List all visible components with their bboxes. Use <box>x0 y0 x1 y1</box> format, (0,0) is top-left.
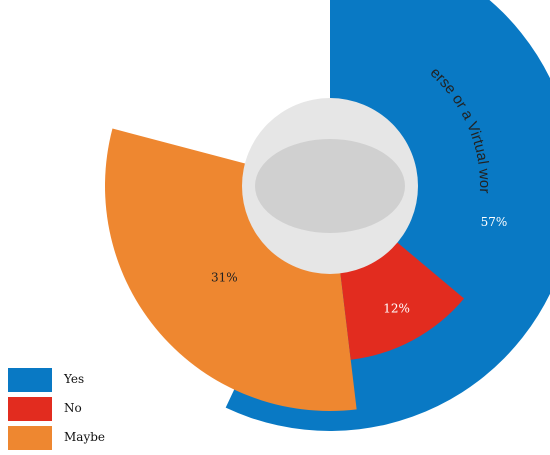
legend-label-maybe: Maybe <box>64 430 106 444</box>
center-hub <box>242 98 418 274</box>
legend-swatch-no <box>8 397 52 421</box>
slice-label-maybe: 31% <box>211 270 238 284</box>
slice-label-yes: 57% <box>481 215 508 229</box>
slice-label-no: 12% <box>383 302 410 316</box>
hub-inner <box>255 139 405 233</box>
legend-swatch-maybe <box>8 426 52 450</box>
legend-label-no: No <box>64 401 82 415</box>
legend-label-yes: Yes <box>64 372 85 386</box>
legend-swatch-yes <box>8 368 52 392</box>
